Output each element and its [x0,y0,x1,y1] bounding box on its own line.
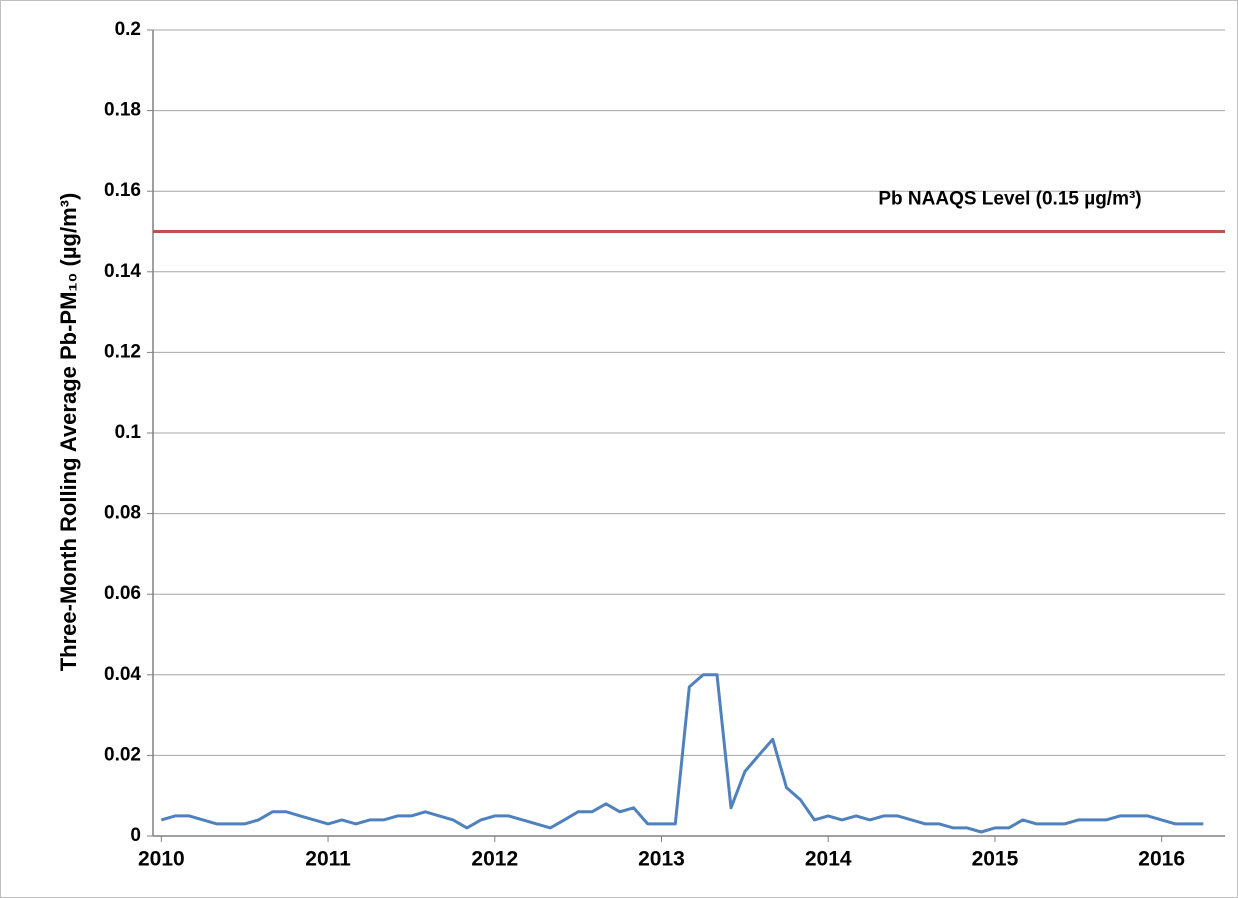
y-axis-label: Three-Month Rolling Average Pb-PM₁₀ (µg/… [56,193,81,672]
y-tick-label: 0.1 [115,422,142,443]
y-tick-label: 0.06 [104,583,141,604]
y-tick-label: 0.18 [104,100,141,121]
x-tick-label: 2012 [471,848,518,871]
y-tick-label: 0.14 [104,261,141,282]
y-tick-label: 0.04 [104,664,141,685]
x-tick-label: 2014 [805,848,852,871]
y-tick-label: 0.16 [104,180,141,201]
y-tick-label: 0.2 [115,19,141,40]
y-tick-label: 0.08 [104,503,141,524]
x-tick-label: 2015 [972,848,1019,871]
reference-label: Pb NAAQS Level (0.15 µg/m³) [878,189,1141,210]
x-tick-label: 2016 [1138,848,1185,871]
y-tick-label: 0 [130,825,141,846]
x-tick-label: 2013 [638,848,685,871]
x-tick-label: 2010 [138,848,185,871]
data-line [160,673,1204,834]
y-tick-label: 0.12 [104,341,141,362]
x-tick-label: 2011 [305,848,351,871]
y-tick-label: 0.02 [104,744,141,765]
